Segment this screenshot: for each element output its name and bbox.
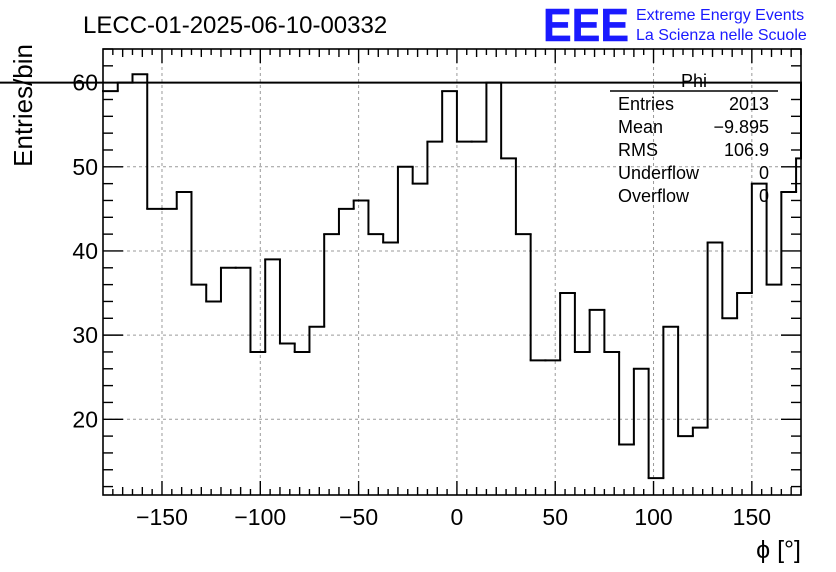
y-axis-label: Entries/bin — [8, 44, 38, 167]
y-tick-label: 30 — [72, 322, 98, 348]
logo-line-2: La Scienza nelle Scuole — [636, 27, 807, 44]
stats-row-label: Underflow — [618, 163, 700, 183]
logo-text: EEE — [543, 0, 629, 51]
stats-row-label: Overflow — [618, 186, 690, 206]
x-tick-label: 50 — [542, 504, 568, 530]
logo-line-1: Extreme Energy Events — [636, 7, 804, 24]
stats-box-rows: Entries 2013 Mean −9.895 RMS 106.9 Underflow 0 O… — [618, 94, 769, 206]
histogram-series — [0, 73, 802, 480]
y-tick-label: 40 — [72, 238, 98, 264]
stats-box-title: Phi — [681, 71, 707, 91]
x-tick-label: 150 — [733, 504, 771, 530]
axis-ticks — [103, 48, 802, 495]
x-tick-label: −50 — [339, 504, 378, 530]
stats-row-value: −9.895 — [713, 117, 769, 137]
x-tick-label: 0 — [451, 504, 464, 530]
stats-box: Phi Entries 2013 Mean −9.895 RMS 106.9 Underfl… — [610, 71, 778, 206]
y-tick-label: 50 — [72, 154, 98, 180]
y-tick-label: 60 — [72, 70, 98, 96]
plot-frame — [102, 48, 802, 496]
y-tick-label: 20 — [72, 406, 98, 432]
eee-logo: EEE Extreme Energy Events La Scienza nel… — [543, 0, 807, 51]
stats-row-label: Mean — [618, 117, 663, 137]
axis-tick-labels: −150 −100 −50 0 50 100 150 20 30 40 50 60 — [72, 70, 771, 530]
stats-row-value: 106.9 — [724, 140, 769, 160]
stats-row-value: 0 — [759, 186, 769, 206]
stats-row-value: 0 — [759, 163, 769, 183]
stats-row-label: Entries — [618, 94, 674, 114]
x-tick-label: −100 — [234, 504, 286, 530]
x-tick-label: 100 — [634, 504, 672, 530]
x-tick-label: −150 — [136, 504, 188, 530]
x-axis-label: ϕ [°] — [756, 536, 801, 564]
stats-row-label: RMS — [618, 140, 658, 160]
stats-row-value: 2013 — [729, 94, 769, 114]
run-title: LECC-01-2025-06-10-00332 — [83, 12, 387, 39]
